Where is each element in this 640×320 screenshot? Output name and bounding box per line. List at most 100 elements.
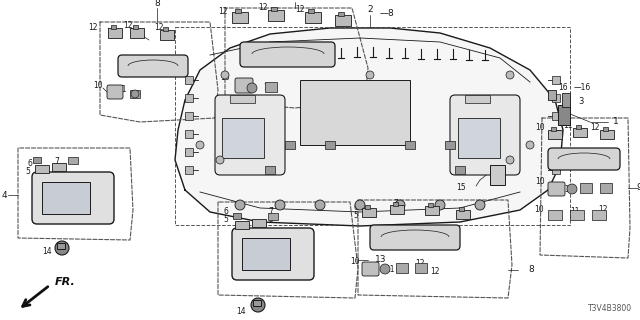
Text: 12: 12 [154,22,164,31]
Bar [57,243,65,249]
Bar [552,112,560,120]
Bar [35,165,49,173]
Bar [552,148,560,156]
Text: 8: 8 [154,0,160,9]
Bar [562,93,570,107]
Text: T3V4B3800: T3V4B3800 [588,304,632,313]
Circle shape [315,200,325,210]
Text: 5: 5 [268,214,273,223]
Text: 7: 7 [268,206,273,215]
Text: 11: 11 [563,122,573,131]
Text: 11: 11 [118,85,127,94]
FancyBboxPatch shape [107,85,123,99]
Circle shape [355,200,365,210]
Text: 6: 6 [223,207,228,217]
Text: 15: 15 [456,183,466,193]
Text: 12: 12 [124,20,133,29]
Text: FR.: FR. [55,277,76,287]
Bar [425,206,439,215]
Text: 12: 12 [218,7,228,17]
Bar [111,25,116,29]
Text: 10: 10 [534,205,544,214]
Circle shape [506,71,514,79]
Text: 12: 12 [88,23,98,33]
Bar [325,141,335,149]
Text: 12: 12 [259,4,268,12]
FancyBboxPatch shape [32,172,114,224]
Circle shape [395,200,405,210]
Bar [415,263,427,273]
Bar [160,30,174,40]
Circle shape [506,156,514,164]
Bar [580,183,592,193]
Bar [365,205,370,209]
Bar [570,210,584,220]
Bar [308,9,314,13]
Bar [600,130,614,139]
Bar [130,90,140,98]
Circle shape [131,90,139,98]
Bar [390,205,404,214]
FancyBboxPatch shape [450,95,520,175]
Bar [33,157,41,163]
Bar [42,182,90,214]
Bar [252,219,266,227]
Bar [163,27,168,31]
Bar [130,28,144,38]
Text: 12: 12 [430,268,440,276]
Bar [548,130,562,139]
Bar [552,130,560,138]
Bar [268,10,284,21]
Bar [362,208,376,217]
Text: 7: 7 [54,157,59,166]
Bar [52,163,66,171]
Bar [338,12,344,16]
Bar [222,118,264,158]
Text: 5: 5 [25,167,30,177]
Circle shape [567,184,577,194]
Text: 13: 13 [375,255,387,265]
Bar [230,95,255,103]
Text: 8: 8 [528,266,534,275]
Bar [108,28,122,38]
Text: 11: 11 [263,84,273,92]
Bar [465,95,490,103]
Bar [558,105,570,125]
Circle shape [216,156,224,164]
Bar [235,221,249,229]
Bar [265,82,277,92]
Text: 6: 6 [353,203,358,212]
Text: 11: 11 [561,186,570,195]
Bar [305,12,321,23]
Bar [458,118,500,158]
Bar [552,166,560,174]
Bar [265,166,275,174]
Bar [235,9,241,13]
Text: 12: 12 [296,5,305,14]
FancyBboxPatch shape [240,42,335,67]
Text: 12: 12 [415,260,424,268]
Text: 2: 2 [367,5,373,14]
Polygon shape [175,28,563,226]
Bar [185,94,193,102]
Bar [603,127,608,131]
Bar [335,15,351,26]
Text: 5: 5 [52,166,57,175]
Text: 4: 4 [1,190,7,199]
FancyBboxPatch shape [362,262,379,276]
Bar [242,238,290,270]
Bar [405,141,415,149]
Text: 14: 14 [42,247,52,257]
Bar [232,12,248,23]
Bar [300,80,410,145]
FancyBboxPatch shape [232,228,314,280]
Bar [271,7,277,11]
FancyBboxPatch shape [215,95,285,175]
Bar [551,127,556,131]
Text: 14: 14 [236,308,246,316]
Circle shape [380,264,390,274]
Text: 10: 10 [536,124,545,132]
Bar [185,130,193,138]
Circle shape [526,141,534,149]
FancyBboxPatch shape [548,182,565,196]
